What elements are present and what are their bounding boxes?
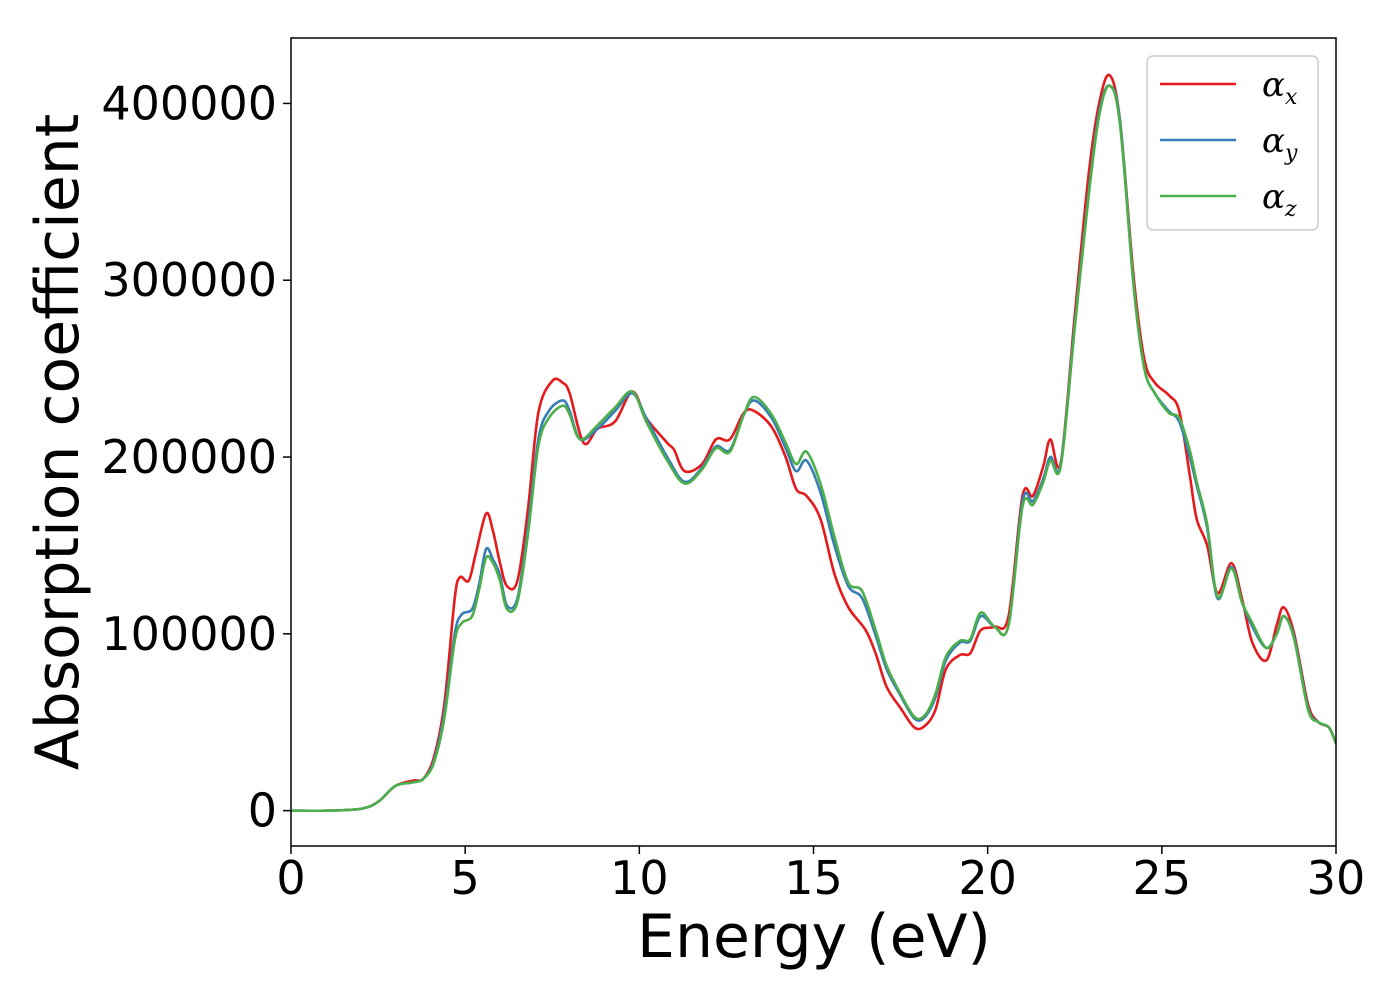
x-tick-label: 25 xyxy=(1133,851,1192,905)
legend-box xyxy=(1146,55,1319,231)
legend: αx αy αz xyxy=(1146,55,1319,231)
y-tick-label: 0 xyxy=(248,784,277,838)
x-tick-label: 10 xyxy=(610,851,669,905)
x-tick-label: 5 xyxy=(451,851,480,905)
x-axis-title: Energy (eV) xyxy=(637,902,991,972)
y-axis-ticks: 0 100000 200000 300000 400000 xyxy=(101,76,291,838)
y-tick-label: 400000 xyxy=(101,76,277,130)
series-layer xyxy=(291,73,1336,813)
legend-label-y: αy xyxy=(1262,121,1298,166)
legend-items: αx αy αz xyxy=(1160,65,1298,222)
legend-label-z: αz xyxy=(1262,177,1297,222)
y-tick-label: 100000 xyxy=(101,607,277,661)
y-tick-label: 200000 xyxy=(101,430,277,484)
x-tick-label: 15 xyxy=(784,851,843,905)
x-tick-label: 20 xyxy=(958,851,1017,905)
y-axis-title: Absorption coefficient xyxy=(23,114,93,771)
x-axis-ticks: 0 5 10 15 20 25 30 xyxy=(276,846,1365,905)
series-line-y xyxy=(291,84,1336,813)
y-tick-label: 300000 xyxy=(101,253,277,307)
legend-label-x: αx xyxy=(1262,65,1298,110)
series-line-z xyxy=(291,84,1336,813)
x-tick-label: 30 xyxy=(1307,851,1366,905)
x-tick-label: 0 xyxy=(276,851,305,905)
